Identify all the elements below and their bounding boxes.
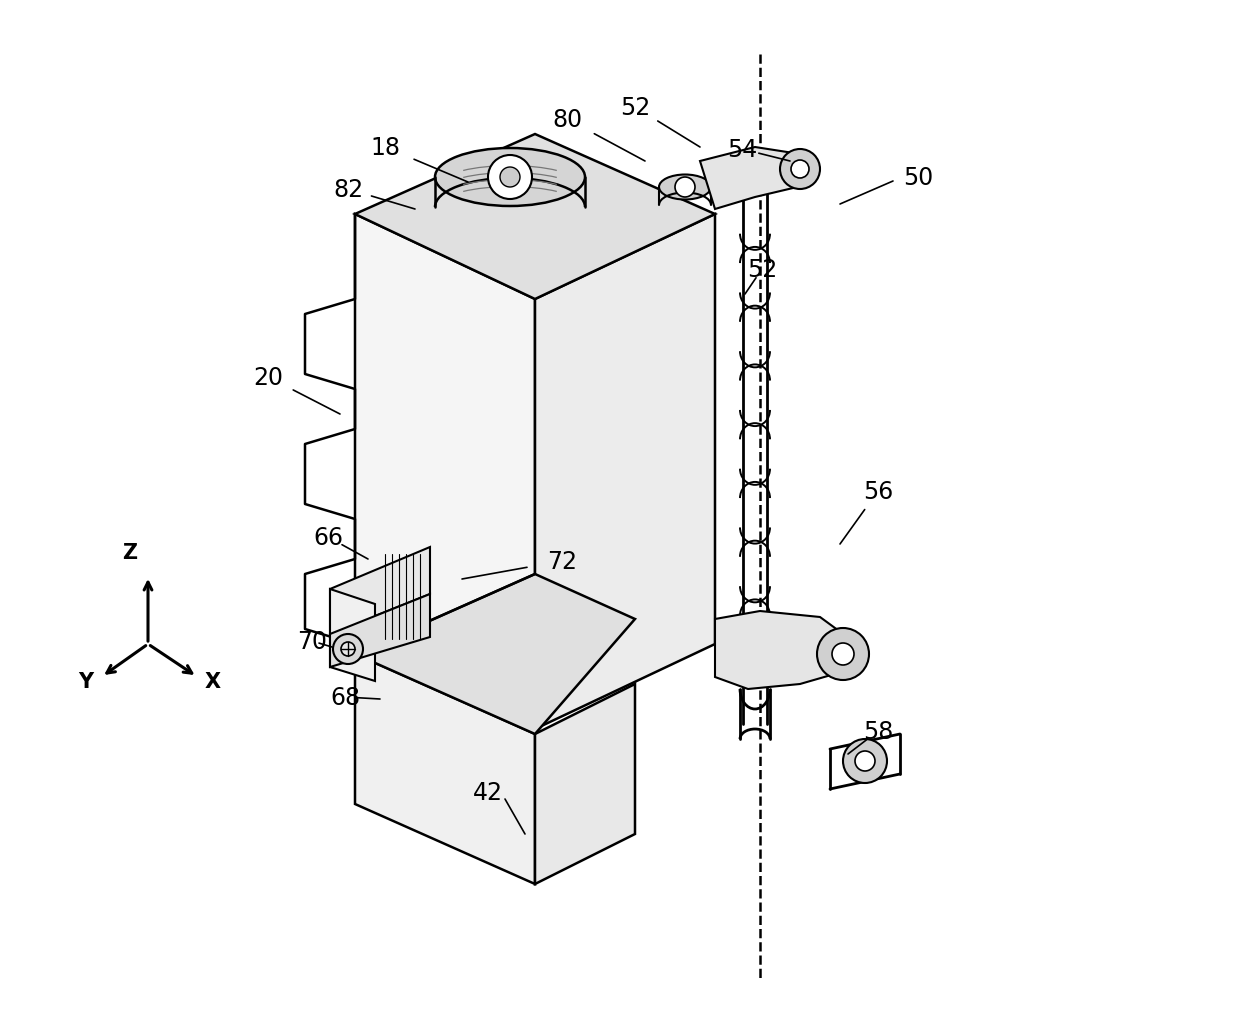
Circle shape (791, 161, 808, 178)
Text: 58: 58 (863, 719, 893, 743)
Polygon shape (355, 575, 635, 735)
Text: 70: 70 (298, 630, 327, 653)
Ellipse shape (435, 149, 585, 207)
Polygon shape (715, 611, 849, 689)
Circle shape (489, 156, 532, 200)
Text: Z: Z (123, 542, 138, 562)
Polygon shape (330, 547, 430, 635)
Polygon shape (355, 215, 534, 730)
Polygon shape (534, 215, 715, 730)
Polygon shape (330, 589, 374, 682)
Circle shape (500, 168, 520, 187)
Text: 50: 50 (903, 166, 934, 190)
Text: Y: Y (78, 671, 93, 691)
Text: 66: 66 (312, 526, 343, 549)
Text: 18: 18 (370, 136, 401, 160)
Circle shape (675, 178, 694, 198)
Text: 68: 68 (330, 686, 360, 709)
Text: 52: 52 (620, 96, 650, 120)
Text: 42: 42 (472, 781, 503, 804)
Polygon shape (330, 594, 430, 667)
Circle shape (843, 739, 887, 784)
Circle shape (832, 643, 854, 665)
Polygon shape (355, 135, 715, 300)
Ellipse shape (658, 175, 711, 201)
Text: 56: 56 (863, 480, 893, 503)
Circle shape (817, 629, 869, 681)
Circle shape (341, 642, 355, 656)
Text: 82: 82 (332, 178, 363, 202)
Text: 80: 80 (552, 108, 582, 131)
Polygon shape (701, 148, 810, 210)
Polygon shape (534, 685, 635, 884)
Circle shape (334, 635, 363, 664)
Text: 54: 54 (727, 138, 758, 162)
Text: 72: 72 (547, 549, 577, 574)
Text: 20: 20 (253, 366, 283, 389)
Text: X: X (205, 671, 221, 691)
Polygon shape (355, 654, 534, 884)
Circle shape (856, 751, 875, 771)
Circle shape (780, 150, 820, 190)
Text: 52: 52 (746, 258, 777, 281)
